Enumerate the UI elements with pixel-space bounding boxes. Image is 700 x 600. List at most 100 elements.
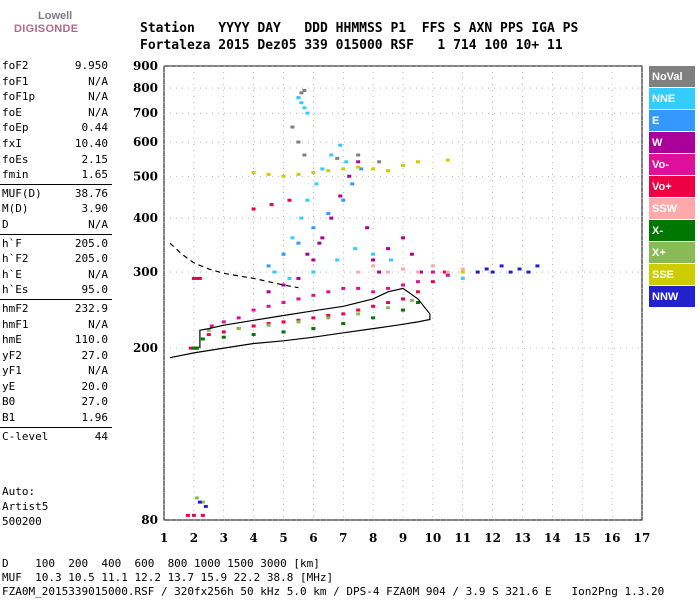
series-nne — [272, 96, 465, 280]
data-point — [311, 171, 316, 175]
param-row: fxI 10.40 — [0, 136, 112, 152]
data-point — [311, 316, 316, 320]
x-tick-label: 8 — [369, 531, 377, 545]
data-point — [272, 270, 277, 274]
param-label: yF1 — [2, 364, 22, 378]
footer-distance-row: D 100 200 400 600 800 1000 1500 3000 [km… — [2, 557, 320, 570]
header-line-labels: Station YYYY DAY DDD HHMMSS P1 FFS S AXN… — [140, 21, 579, 36]
topside-line — [169, 242, 299, 289]
data-point — [206, 328, 211, 332]
legend-item-vo: Vo+ — [649, 176, 695, 198]
data-point — [341, 312, 346, 316]
data-point — [311, 327, 316, 331]
data-point — [356, 312, 361, 316]
data-point — [371, 258, 376, 262]
param-label: h`E — [2, 267, 22, 281]
data-point — [281, 320, 286, 324]
data-point — [290, 125, 295, 129]
series-x — [191, 301, 420, 350]
param-separator — [0, 233, 112, 235]
data-point — [401, 163, 405, 167]
data-point — [386, 301, 391, 305]
x-tick-label: 5 — [279, 531, 287, 545]
data-point — [251, 308, 256, 312]
data-point — [353, 247, 358, 251]
data-point — [191, 346, 196, 350]
data-point — [287, 276, 292, 280]
data-point — [430, 264, 435, 268]
data-point — [401, 283, 405, 287]
param-value: 2.15 — [81, 152, 109, 166]
data-point — [194, 346, 199, 350]
data-point — [371, 252, 376, 256]
data-point — [191, 276, 196, 280]
data-point — [371, 264, 376, 268]
param-label: fmin — [2, 168, 29, 182]
data-point — [359, 167, 364, 171]
param-value: 44 — [94, 429, 108, 443]
y-tick-label: 400 — [133, 211, 158, 225]
data-point — [401, 267, 405, 271]
data-point — [326, 313, 331, 317]
data-point — [311, 293, 316, 297]
data-point — [203, 504, 208, 508]
data-point — [266, 323, 271, 327]
data-point — [344, 160, 349, 164]
param-label: B1 — [2, 411, 16, 425]
footer-file-info: FZA0M_2015339015000.RSF / 320fx256h 50 k… — [2, 585, 665, 598]
param-value: 10.40 — [74, 136, 108, 150]
x-tick-label: 17 — [634, 531, 651, 545]
param-label: h`F — [2, 236, 22, 250]
data-point — [430, 280, 435, 284]
param-row: yF1 N/A — [0, 363, 112, 379]
param-separator — [0, 183, 112, 185]
param-label: foF1 — [2, 74, 29, 88]
series-w — [266, 160, 423, 294]
param-value: 27.0 — [81, 348, 109, 362]
y-tick-label: 800 — [133, 81, 158, 95]
data-point — [299, 216, 304, 220]
data-point — [365, 226, 370, 230]
data-point — [188, 346, 193, 350]
x-tick-label: 3 — [220, 531, 228, 545]
logo-line-lowell: Lowell — [38, 10, 73, 22]
x-tick-label: 12 — [484, 531, 501, 545]
data-point — [302, 106, 307, 110]
data-point — [296, 318, 301, 322]
data-point — [251, 171, 256, 175]
param-label: foEs — [2, 152, 29, 166]
lowell-digisonde-logo: Lowell DIGISONDE — [4, 8, 78, 48]
data-point — [314, 182, 319, 186]
data-point — [194, 496, 199, 500]
param-label: hmF1 — [2, 317, 29, 331]
data-point — [251, 324, 256, 328]
data-point — [287, 198, 292, 202]
y-tick-label: 80 — [141, 513, 158, 527]
data-point — [338, 194, 343, 198]
param-row: C-level 44 — [0, 429, 112, 445]
legend-item-nnw: NNW — [649, 286, 695, 308]
param-row: foF1p N/A — [0, 89, 112, 105]
data-point — [356, 286, 361, 290]
data-point — [335, 156, 340, 160]
param-row: hmF2 232.9 — [0, 301, 112, 317]
param-value: 205.0 — [74, 252, 108, 266]
param-label: C-level — [2, 429, 49, 443]
series-vo — [185, 198, 447, 517]
x-tick-label: 11 — [454, 531, 471, 545]
param-row: D N/A — [0, 217, 112, 233]
param-row: B0 27.0 — [0, 394, 112, 410]
param-label: foF2 — [2, 59, 29, 72]
param-row: M(D) 3.90 — [0, 201, 112, 217]
legend-item-vo: Vo- — [649, 154, 695, 176]
data-point — [415, 290, 420, 294]
data-point — [326, 211, 331, 215]
data-point — [281, 174, 286, 178]
data-point — [197, 500, 202, 504]
data-point — [484, 267, 489, 271]
data-point — [251, 207, 256, 211]
data-point — [499, 264, 504, 268]
data-point — [329, 153, 334, 157]
legend-item-noval: NoVal — [649, 66, 695, 88]
